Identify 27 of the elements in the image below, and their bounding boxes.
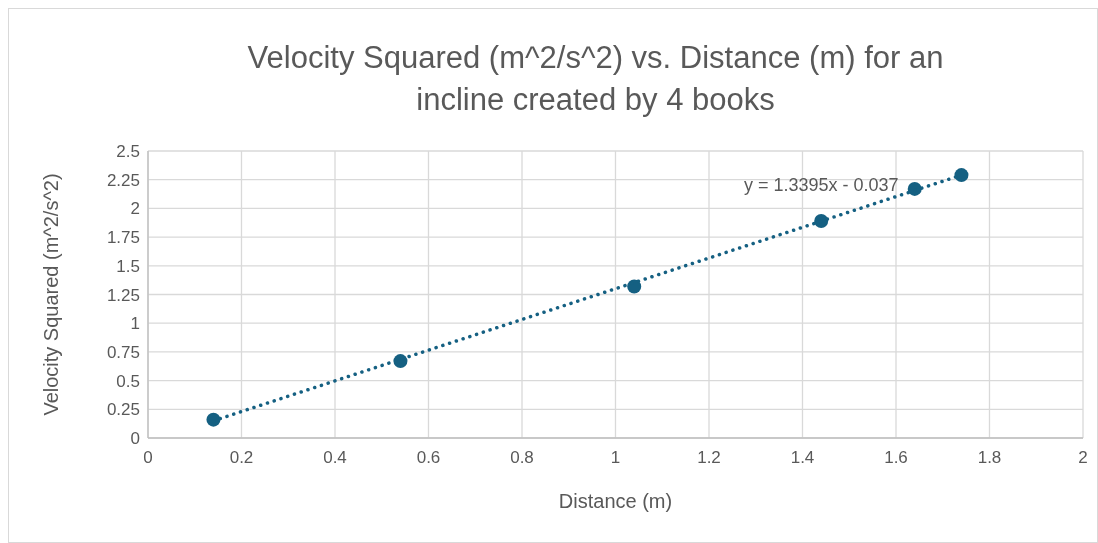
y-axis-title: Velocity Squared (m^2/s^2) [40, 173, 62, 416]
y-tick-label: 2.25 [106, 170, 140, 190]
x-tick-label: 1 [610, 448, 621, 467]
y-tick-label: 2 [130, 199, 140, 219]
x-tick-label: 0.2 [229, 448, 254, 467]
y-tick-label: 1 [130, 314, 140, 334]
y-tick-label: 0.5 [116, 371, 140, 391]
y-tick-label: 1.5 [116, 256, 140, 276]
x-tick-label: 0 [143, 448, 153, 467]
x-tick-label: 1.6 [884, 448, 908, 467]
point [954, 168, 969, 183]
y-tick-label: 1.25 [106, 285, 140, 305]
chart-title: Velocity Squared (m^2/s^2) vs. Distance (m) for an incline created by 4 books [247, 40, 944, 117]
x-tick-label: 1.8 [977, 448, 1002, 467]
y-tick-label: 0.75 [106, 342, 140, 362]
y-tick-label: 0.25 [106, 400, 140, 420]
x-tick-label: 0.4 [323, 448, 347, 467]
y-tick-label: 2.5 [116, 142, 140, 161]
x-tick-label: 2 [1078, 448, 1088, 467]
x-tick-label: 0.6 [416, 448, 441, 467]
x-tick-label: 0.8 [510, 448, 534, 467]
annotation: y = 1.3395x - 0.037 [743, 175, 899, 195]
x-tick-label: 1.2 [697, 448, 721, 467]
x-tick-label: 1.4 [790, 448, 815, 467]
y-tick-label: 1.75 [106, 228, 140, 248]
y-tick-label: 0 [130, 429, 140, 448]
x-axis-title: Distance (m) [558, 490, 673, 512]
